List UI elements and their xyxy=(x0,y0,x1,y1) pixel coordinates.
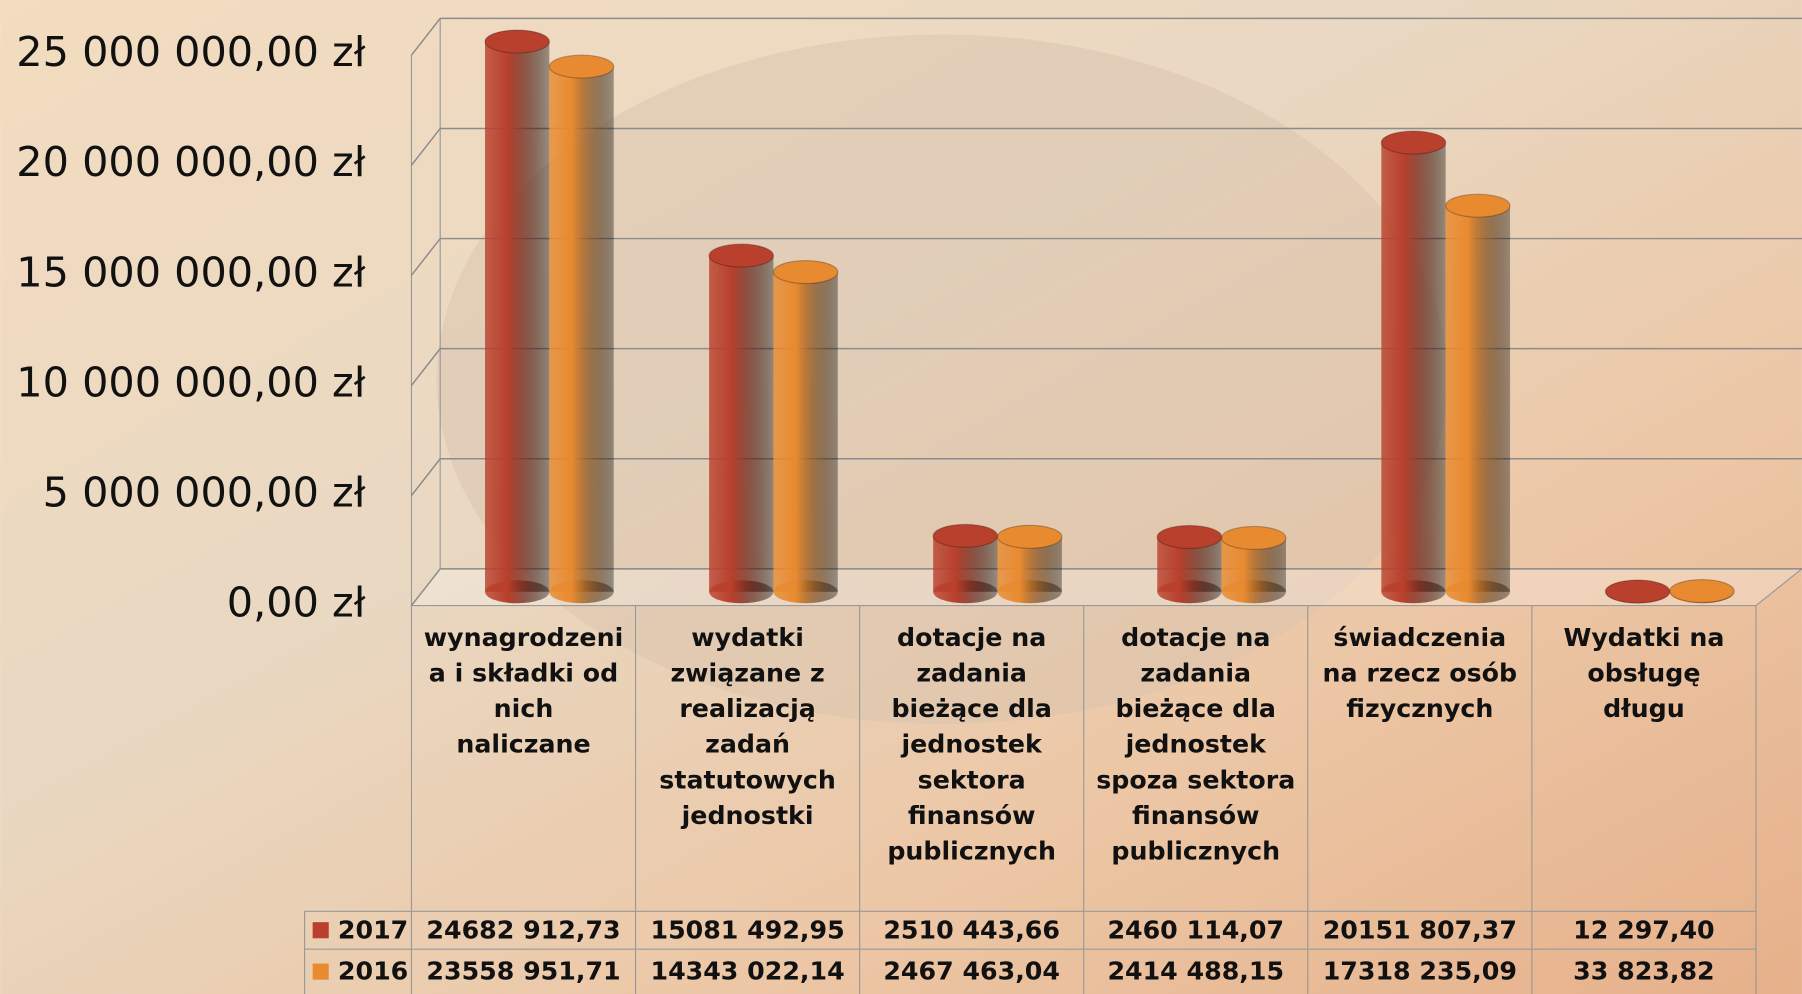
bar-group xyxy=(932,523,999,604)
bar-cap xyxy=(996,524,1063,549)
grid-line xyxy=(410,568,1802,607)
value-label: 2467 463,04 xyxy=(883,957,1060,986)
value-label: 2414 488,15 xyxy=(1107,957,1284,986)
category-cell: wydatki związane z realizacją zadań stat… xyxy=(659,623,836,831)
bar-base xyxy=(485,580,550,604)
value-label: 2510 443,66 xyxy=(883,915,1060,944)
x-tick-label: świadczenia na rzecz osób fizycznych xyxy=(1322,623,1518,724)
bar-group xyxy=(1380,130,1447,604)
bar-cap xyxy=(484,29,550,54)
bar-group xyxy=(1669,578,1735,604)
bar xyxy=(773,272,838,592)
bar-group xyxy=(996,524,1063,604)
bar-cap xyxy=(1380,130,1447,155)
category-cell: dotacje na zadania bieżące dla jednostek… xyxy=(887,623,1057,867)
category-cell: dotacje na zadania bieżące dla jednostek… xyxy=(1096,623,1296,867)
bar-base xyxy=(709,580,774,604)
bar-cap xyxy=(1669,578,1735,604)
x-tick-label: wynagrodzenia i składki od nich naliczan… xyxy=(423,623,624,760)
y-tick-label: 10 000 000,00 zł xyxy=(16,358,365,406)
bar-cap xyxy=(1221,525,1287,551)
x-tick-label: Wydatki na obsługę długu xyxy=(1563,623,1725,724)
y-tick-label: 5 000 000,00 zł xyxy=(43,469,366,517)
category-cell: świadczenia na rzecz osób fizycznych xyxy=(1322,623,1518,724)
bar-group xyxy=(484,29,550,604)
bar-group xyxy=(1156,524,1223,604)
bar-cap xyxy=(1445,193,1511,218)
bar-base xyxy=(1445,580,1511,604)
y-tick-label: 15 000 000,00 zł xyxy=(16,248,365,296)
y-tick-label: 20 000 000,00 zł xyxy=(16,138,365,186)
value-label: 2460 114,07 xyxy=(1107,915,1284,944)
value-label: 33 823,82 xyxy=(1573,957,1714,986)
bar-base xyxy=(549,580,614,604)
floor xyxy=(410,568,1802,607)
bar-group xyxy=(1445,193,1511,604)
grid-line xyxy=(410,17,1802,56)
value-label: 17318 235,09 xyxy=(1323,957,1517,986)
category-cell: Wydatki na obsługę długu xyxy=(1563,623,1725,724)
bar-cap xyxy=(548,54,615,79)
bar-group xyxy=(548,54,615,604)
x-tick-label: dotacje na zadania bieżące dla jednostek… xyxy=(887,623,1057,867)
bar-cap xyxy=(932,523,999,548)
bar xyxy=(549,66,614,592)
legend-swatch xyxy=(312,922,329,939)
grid-line xyxy=(410,457,1802,496)
grid-line xyxy=(410,347,1802,386)
bar-base xyxy=(997,580,1062,604)
bar xyxy=(485,41,550,592)
bar-group xyxy=(772,259,839,604)
value-label: 24682 912,73 xyxy=(426,915,620,944)
bar-base xyxy=(1157,580,1222,604)
y-tick-label: 25 000 000,00 zł xyxy=(16,28,365,76)
bar-base xyxy=(773,580,838,604)
bar-cap xyxy=(772,259,839,285)
legend-swatch xyxy=(312,963,329,980)
value-label: 12 297,40 xyxy=(1573,915,1714,944)
category-cell: wynagrodzenia i składki od nich naliczan… xyxy=(423,623,624,760)
bar-group xyxy=(708,243,775,604)
x-tick-label: dotacje na zadania bieżące dla jednostek… xyxy=(1096,623,1296,867)
bar-cap xyxy=(1604,579,1671,604)
bar-cap xyxy=(708,243,775,268)
bar xyxy=(1445,205,1511,592)
value-label: 15081 492,95 xyxy=(650,915,844,944)
bar-base xyxy=(933,580,998,604)
value-label: 20151 807,37 xyxy=(1323,915,1517,944)
bar-base xyxy=(1221,580,1286,604)
grid-line xyxy=(410,127,1802,166)
bar-base xyxy=(1381,580,1446,604)
value-label: 23558 951,71 xyxy=(426,957,620,986)
grid-line xyxy=(410,237,1802,276)
bar-group xyxy=(1221,525,1287,604)
legend-label: 2017 xyxy=(338,915,408,944)
bar xyxy=(1381,142,1446,592)
bar-group xyxy=(1604,579,1671,604)
x-tick-label: wydatki związane z realizacją zadań stat… xyxy=(659,623,836,831)
bar xyxy=(709,255,774,592)
value-label: 14343 022,14 xyxy=(650,957,844,986)
legend-label: 2016 xyxy=(338,957,408,986)
bar-cap xyxy=(1156,524,1223,550)
y-tick-label: 0,00 zł xyxy=(227,579,366,627)
